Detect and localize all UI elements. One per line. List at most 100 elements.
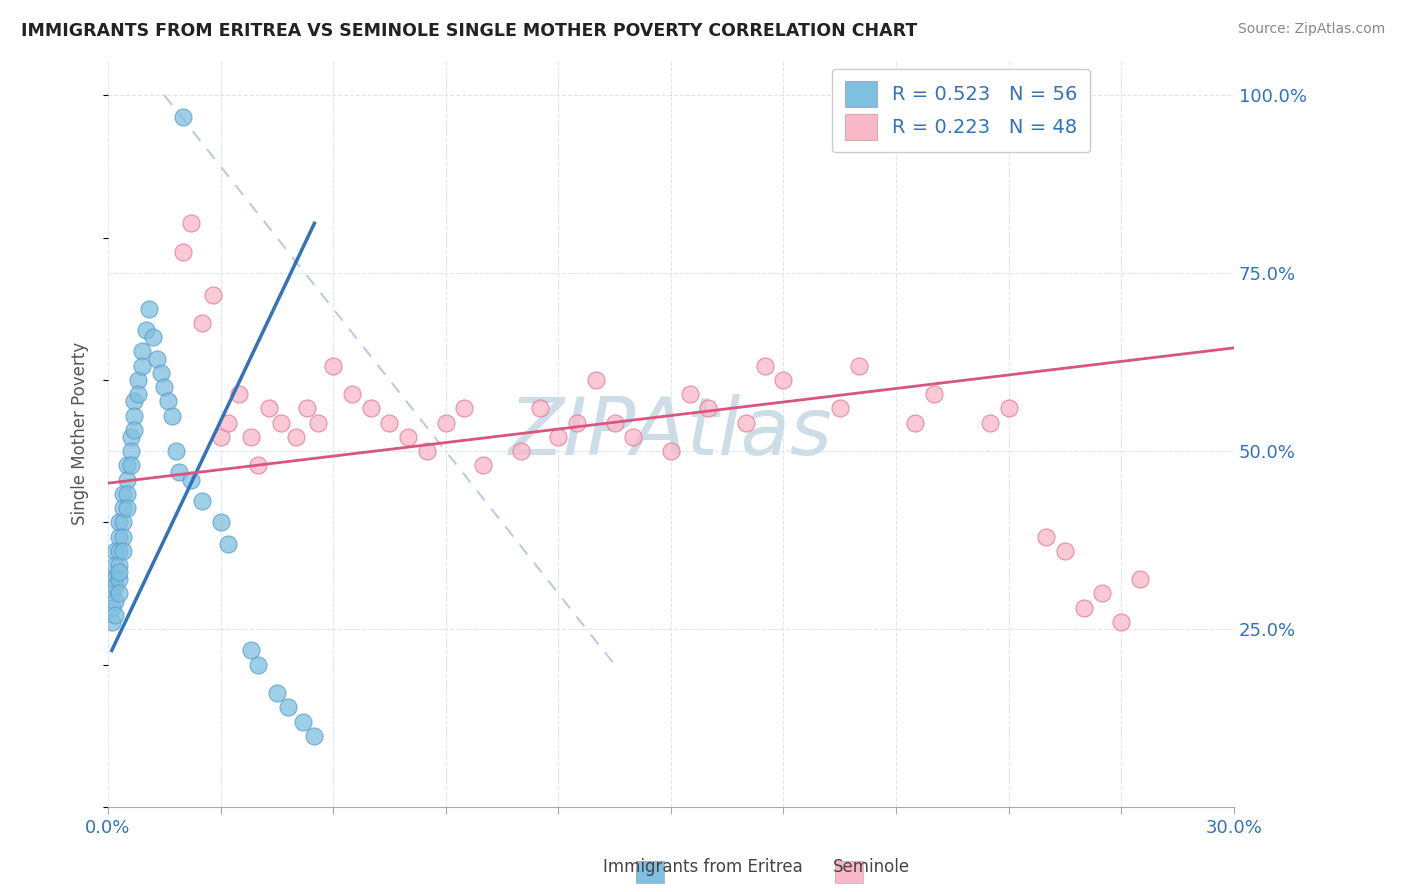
- Point: [191, 316, 214, 330]
- Point: [100, 615, 122, 629]
- Point: [111, 543, 134, 558]
- Point: [131, 359, 153, 373]
- Point: [108, 572, 131, 586]
- Point: [100, 572, 122, 586]
- Point: [266, 686, 288, 700]
- Point: [304, 729, 326, 743]
- Point: [585, 373, 607, 387]
- Point: [108, 586, 131, 600]
- Point: [603, 416, 626, 430]
- Point: [217, 416, 239, 430]
- Point: [111, 487, 134, 501]
- Point: [120, 430, 142, 444]
- Point: [1091, 586, 1114, 600]
- Point: [322, 359, 344, 373]
- Point: [292, 714, 315, 729]
- Point: [108, 558, 131, 572]
- Y-axis label: Single Mother Poverty: Single Mother Poverty: [72, 342, 89, 524]
- Point: [122, 409, 145, 423]
- Point: [169, 466, 191, 480]
- Point: [191, 494, 214, 508]
- Point: [529, 401, 551, 416]
- Point: [149, 366, 172, 380]
- Point: [922, 387, 945, 401]
- Point: [509, 444, 531, 458]
- Point: [172, 244, 194, 259]
- Point: [307, 416, 329, 430]
- Point: [180, 473, 202, 487]
- Point: [104, 593, 127, 607]
- Point: [104, 579, 127, 593]
- Point: [100, 600, 122, 615]
- Point: [1035, 530, 1057, 544]
- Point: [115, 473, 138, 487]
- Point: [1053, 543, 1076, 558]
- Text: Source: ZipAtlas.com: Source: ZipAtlas.com: [1237, 22, 1385, 37]
- Point: [997, 401, 1019, 416]
- Point: [122, 423, 145, 437]
- Point: [111, 530, 134, 544]
- Point: [120, 458, 142, 473]
- Point: [277, 700, 299, 714]
- Point: [259, 401, 281, 416]
- Point: [547, 430, 569, 444]
- Point: [360, 401, 382, 416]
- Point: [115, 458, 138, 473]
- Point: [1109, 615, 1132, 629]
- Point: [138, 301, 160, 316]
- Point: [239, 430, 262, 444]
- Point: [772, 373, 794, 387]
- Point: [127, 373, 149, 387]
- Point: [108, 530, 131, 544]
- Point: [247, 458, 270, 473]
- Point: [104, 558, 127, 572]
- Point: [146, 351, 169, 366]
- Point: [104, 572, 127, 586]
- Point: [157, 394, 180, 409]
- Point: [295, 401, 318, 416]
- Point: [979, 416, 1001, 430]
- Point: [239, 643, 262, 657]
- Point: [209, 516, 232, 530]
- Point: [416, 444, 439, 458]
- Point: [904, 416, 927, 430]
- Point: [160, 409, 183, 423]
- Point: [111, 516, 134, 530]
- Point: [735, 416, 758, 430]
- Point: [108, 565, 131, 579]
- Point: [115, 487, 138, 501]
- Point: [270, 416, 292, 430]
- Point: [122, 394, 145, 409]
- Point: [228, 387, 250, 401]
- Legend: R = 0.523   N = 56, R = 0.223   N = 48: R = 0.523 N = 56, R = 0.223 N = 48: [832, 69, 1090, 153]
- Point: [153, 380, 176, 394]
- Point: [104, 607, 127, 622]
- Point: [104, 543, 127, 558]
- Text: Seminole: Seminole: [834, 858, 910, 876]
- Point: [165, 444, 187, 458]
- Point: [111, 501, 134, 516]
- Point: [142, 330, 165, 344]
- Point: [472, 458, 495, 473]
- Text: Immigrants from Eritrea: Immigrants from Eritrea: [603, 858, 803, 876]
- Point: [115, 501, 138, 516]
- Point: [434, 416, 457, 430]
- Text: ZIPAtlas: ZIPAtlas: [509, 394, 832, 473]
- Point: [209, 430, 232, 444]
- Point: [697, 401, 720, 416]
- Point: [340, 387, 363, 401]
- Point: [679, 387, 702, 401]
- Point: [565, 416, 588, 430]
- Point: [127, 387, 149, 401]
- Point: [378, 416, 401, 430]
- Point: [828, 401, 851, 416]
- Point: [396, 430, 419, 444]
- Point: [453, 401, 475, 416]
- Point: [1073, 600, 1095, 615]
- Point: [120, 444, 142, 458]
- Point: [217, 536, 239, 550]
- Point: [131, 344, 153, 359]
- Text: IMMIGRANTS FROM ERITREA VS SEMINOLE SINGLE MOTHER POVERTY CORRELATION CHART: IMMIGRANTS FROM ERITREA VS SEMINOLE SING…: [21, 22, 917, 40]
- Point: [100, 586, 122, 600]
- Point: [172, 110, 194, 124]
